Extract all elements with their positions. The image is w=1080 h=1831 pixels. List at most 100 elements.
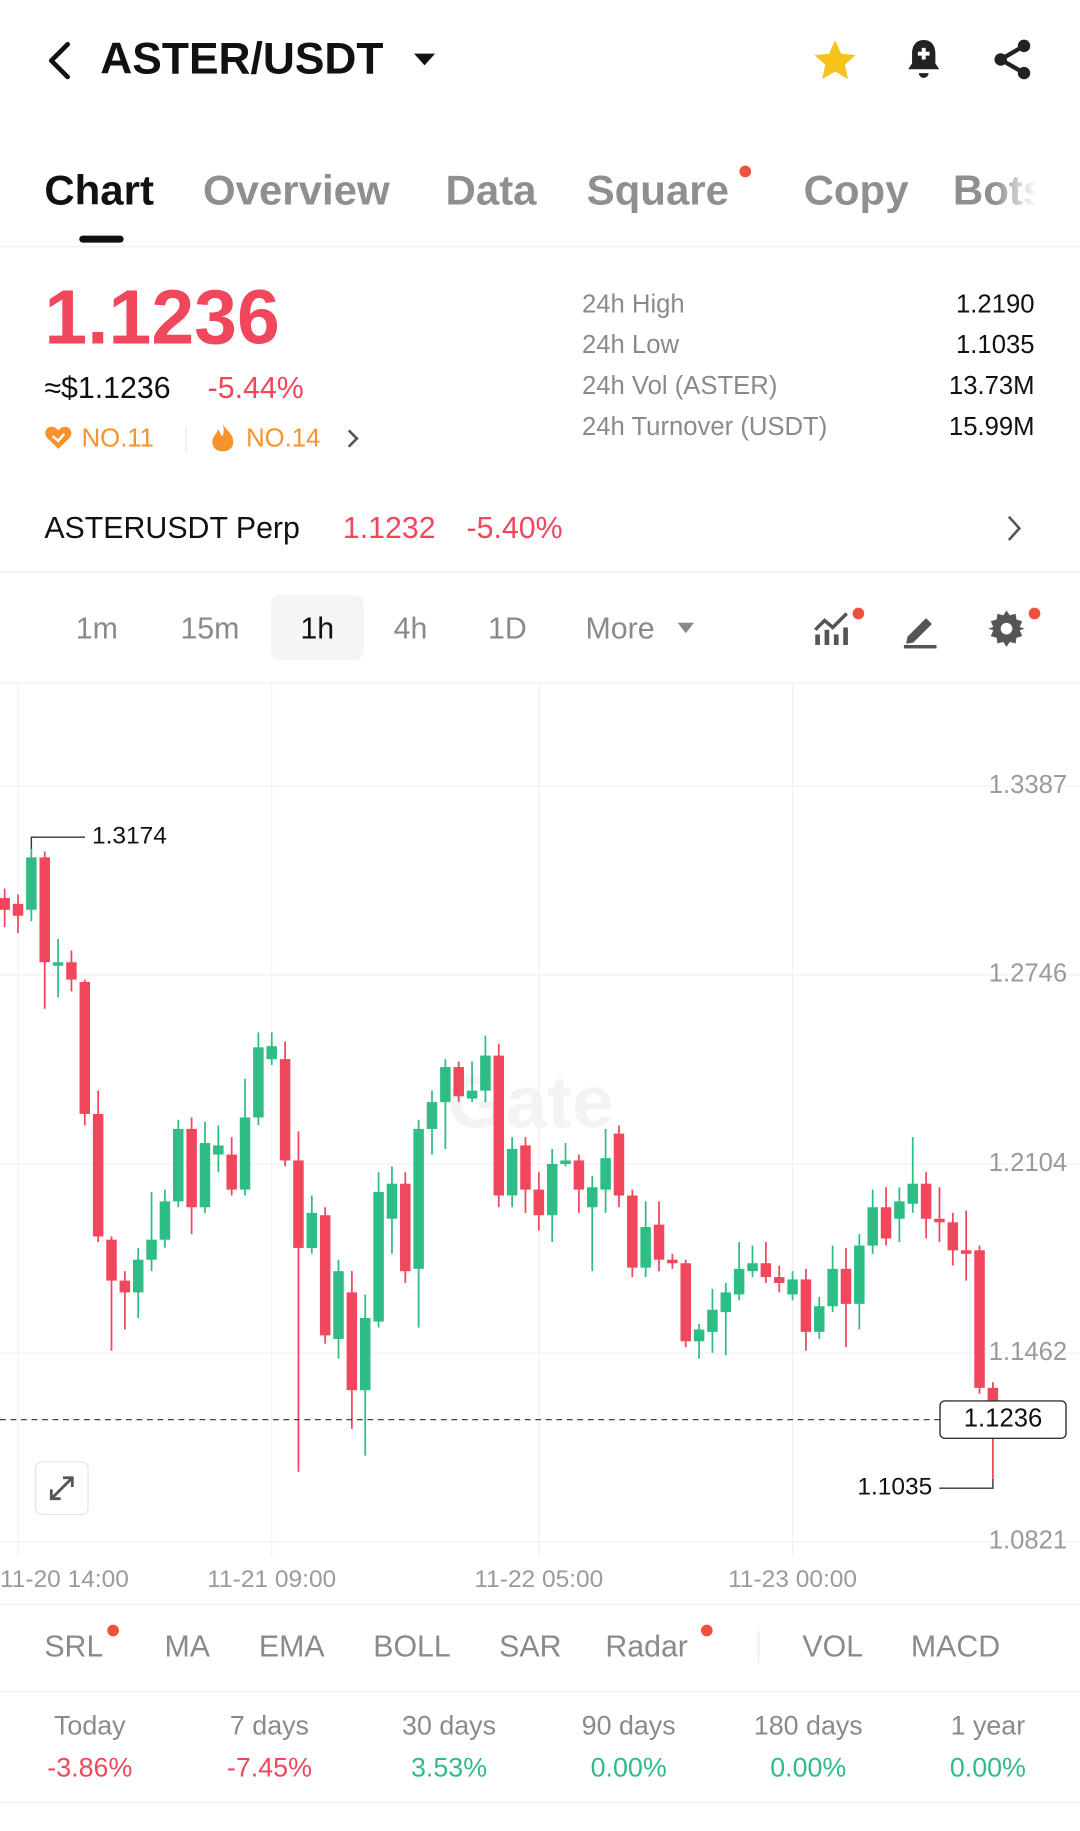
- tab[interactable]: Square: [586, 166, 729, 214]
- indicator-tab[interactable]: VOL: [802, 1628, 864, 1664]
- candle-body: [92, 1113, 104, 1237]
- chevron[interactable]: [1005, 513, 1024, 543]
- period-label: Today: [54, 1710, 126, 1741]
- interval[interactable]: 1m: [75, 610, 118, 646]
- y-tick-label: 1.3387: [989, 771, 1067, 799]
- candle-body: [733, 1268, 745, 1295]
- divider: [0, 1691, 1080, 1693]
- period-label: 1 year: [950, 1710, 1026, 1741]
- share-button[interactable]: [989, 36, 1036, 83]
- candle-body: [159, 1201, 171, 1240]
- candle-body: [667, 1259, 678, 1264]
- interval[interactable]: 15m: [180, 610, 240, 646]
- candle-body: [480, 1055, 491, 1091]
- candle-body: [894, 1201, 905, 1219]
- interval[interactable]: 1D: [487, 610, 527, 646]
- tab[interactable]: Data: [445, 166, 537, 214]
- period-change: -3.86%: [47, 1752, 133, 1783]
- tab[interactable]: Copy: [803, 166, 909, 214]
- period-change: 0.00%: [590, 1752, 667, 1783]
- perp-price: 1.1232: [342, 510, 436, 546]
- stat-value: 1.2190: [956, 289, 1035, 319]
- notification-dot: [107, 1624, 119, 1637]
- indicator-icon[interactable]: [812, 609, 852, 646]
- alert-bell[interactable]: [900, 36, 947, 83]
- candle-body: [0, 898, 10, 910]
- candle-body: [119, 1280, 131, 1293]
- indicator-tab[interactable]: MACD: [910, 1628, 1001, 1664]
- stat-value: 15.99M: [948, 411, 1035, 441]
- indicator-tab[interactable]: SAR: [499, 1628, 562, 1664]
- separator: [185, 426, 187, 453]
- period-change: 0.00%: [770, 1752, 847, 1783]
- candle-body: [707, 1309, 718, 1332]
- y-tick-label: 1.2746: [989, 960, 1067, 988]
- notification-dot: [852, 607, 865, 620]
- candle-body: [333, 1271, 344, 1339]
- candle-body: [12, 903, 24, 916]
- chevron[interactable]: [345, 427, 361, 450]
- candle-body: [66, 962, 77, 980]
- x-tick-label: 11-21 09:00: [207, 1566, 336, 1593]
- candle-body: [627, 1195, 638, 1268]
- candle-body: [386, 1183, 398, 1219]
- candle-body: [279, 1059, 291, 1161]
- candle-body: [840, 1268, 852, 1304]
- favorite-star[interactable]: [811, 36, 860, 85]
- stat-value: 13.73M: [948, 370, 1035, 400]
- candle-body: [546, 1163, 558, 1216]
- tab-fade: Bots: [953, 161, 1037, 222]
- candle-body: [306, 1212, 318, 1248]
- perp-name[interactable]: ASTERUSDT Perp: [44, 510, 300, 546]
- tab[interactable]: Bots: [952, 166, 1037, 214]
- candle-body: [560, 1160, 571, 1164]
- candle-body: [453, 1067, 464, 1097]
- perp-change: -5.40%: [466, 510, 563, 546]
- interval[interactable]: 4h: [393, 610, 428, 646]
- candle-body: [653, 1224, 665, 1260]
- candle-body: [146, 1239, 157, 1260]
- indicator-tab[interactable]: Radar: [605, 1628, 688, 1664]
- period-label: 90 days: [581, 1710, 676, 1741]
- pair-title[interactable]: ASTER/USDT: [100, 35, 384, 85]
- divider: [0, 246, 1080, 248]
- rank-label[interactable]: NO.14: [246, 423, 321, 453]
- watermark: Gate: [448, 1060, 614, 1144]
- settings-icon[interactable]: [987, 609, 1027, 649]
- interval[interactable]: 1h: [300, 610, 335, 646]
- period-label: 180 days: [753, 1710, 863, 1741]
- candle-body: [773, 1277, 785, 1283]
- candlestick-chart: Gate 1.3387 1.2746 1.2104 1.1462 1.0821 11-20…: [0, 683, 1080, 1593]
- candle-body: [226, 1154, 237, 1190]
- indicator-tab[interactable]: EMA: [258, 1628, 325, 1664]
- candle-body: [493, 1055, 505, 1196]
- candle-body: [600, 1158, 611, 1190]
- high-marker-label: 1.3174: [92, 823, 167, 850]
- rank-label[interactable]: NO.11: [81, 423, 154, 453]
- dropdown-icon[interactable]: [413, 51, 436, 67]
- draw-icon[interactable]: [900, 609, 940, 649]
- candle-body: [920, 1183, 932, 1219]
- indicator-tab[interactable]: MA: [164, 1628, 210, 1664]
- indicator-tab[interactable]: BOLL: [373, 1628, 451, 1664]
- stat-label: 24h Vol (ASTER): [581, 370, 778, 400]
- x-tick-label: 11-23 00:00: [728, 1566, 857, 1593]
- candle-body: [907, 1183, 919, 1204]
- stat-label: 24h Low: [581, 329, 680, 359]
- y-tick-label: 1.0821: [989, 1527, 1067, 1555]
- candle-body: [960, 1250, 972, 1254]
- tab[interactable]: Overview: [202, 166, 390, 214]
- candle-body: [373, 1191, 384, 1322]
- candle-body: [413, 1128, 424, 1269]
- candle-body: [854, 1245, 865, 1304]
- dropdown-icon[interactable]: [676, 622, 695, 636]
- tab[interactable]: Chart: [44, 166, 154, 214]
- interval[interactable]: More: [585, 610, 655, 646]
- indicator-tab[interactable]: SRL: [44, 1628, 104, 1664]
- expand-button[interactable]: [34, 1461, 89, 1516]
- candle-body: [520, 1145, 531, 1190]
- candle-body: [253, 1047, 264, 1118]
- back-button[interactable]: [42, 40, 77, 82]
- candle-body: [26, 857, 37, 910]
